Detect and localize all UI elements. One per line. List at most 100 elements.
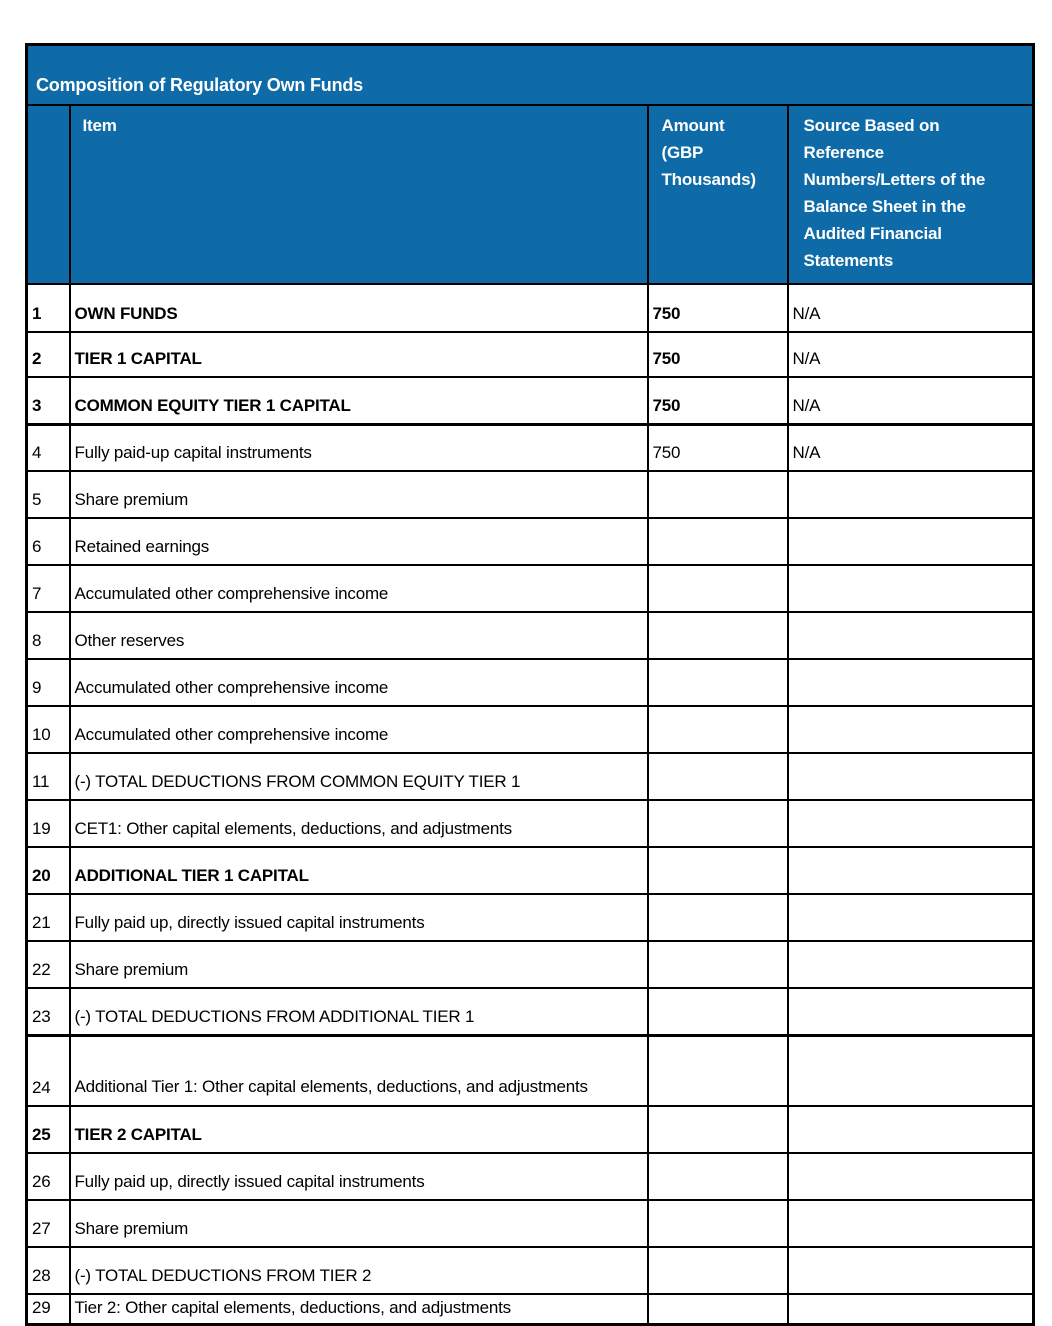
row-number-cell: 1 <box>25 283 71 333</box>
table-row: 5 Share premium <box>25 470 1035 519</box>
amount-cell <box>646 1199 789 1248</box>
amount-cell <box>646 1152 789 1201</box>
amount-cell <box>646 940 789 989</box>
table-row: 11 (-) TOTAL DEDUCTIONS FROM COMMON EQUIT… <box>25 752 1035 801</box>
table-row: 21 Fully paid up, directly issued capital… <box>25 893 1035 942</box>
row-number-cell: 25 <box>25 1105 71 1154</box>
amount-cell <box>646 470 789 519</box>
table-row: 10 Accumulated other comprehensive income <box>25 705 1035 754</box>
row-number-cell: 19 <box>25 799 71 848</box>
source-cell: N/A <box>786 423 1035 472</box>
source-cell: N/A <box>786 331 1035 378</box>
row-number-cell: 20 <box>25 846 71 895</box>
item-cell: Share premium <box>68 470 649 519</box>
table-row: 19 CET1: Other capital elements, deductio… <box>25 799 1035 848</box>
row-number-cell: 23 <box>25 987 71 1037</box>
table-title: Composition of Regulatory Own Funds <box>25 43 1035 106</box>
item-cell: TIER 1 CAPITAL <box>68 331 649 378</box>
source-cell: N/A <box>786 283 1035 333</box>
amount-cell <box>646 1246 789 1295</box>
table-row: 25 TIER 2 CAPITAL <box>25 1105 1035 1154</box>
amount-cell <box>646 799 789 848</box>
amount-cell: 750 <box>646 376 789 426</box>
source-cell <box>786 1246 1035 1295</box>
source-cell <box>786 611 1035 660</box>
source-cell <box>786 987 1035 1037</box>
source-cell <box>786 564 1035 613</box>
table-title-row: Composition of Regulatory Own Funds <box>25 43 1035 106</box>
amount-cell <box>646 658 789 707</box>
amount-column-header-label: Amount (GBP Thousands) <box>661 116 757 189</box>
table-row: 26 Fully paid up, directly issued capital… <box>25 1152 1035 1201</box>
amount-cell: 750 <box>646 423 789 472</box>
row-number-cell: 27 <box>25 1199 71 1248</box>
table-row: 4 Fully paid-up capital instruments 750 N/A <box>25 423 1035 472</box>
table-row: 28 (-) TOTAL DEDUCTIONS FROM TIER 2 <box>25 1246 1035 1295</box>
row-number-cell: 2 <box>25 331 71 378</box>
table-row: 3 COMMON EQUITY TIER 1 CAPITAL 750 N/A <box>25 376 1035 426</box>
row-number-cell: 21 <box>25 893 71 942</box>
item-cell: Fully paid up, directly issued capital i… <box>68 1152 649 1201</box>
table-row: 20 ADDITIONAL TIER 1 CAPITAL <box>25 846 1035 895</box>
source-cell <box>786 705 1035 754</box>
row-number-cell: 28 <box>25 1246 71 1295</box>
table-row: 8 Other reserves <box>25 611 1035 660</box>
item-cell: (-) TOTAL DEDUCTIONS FROM ADDITIONAL TIE… <box>68 987 649 1037</box>
row-number-cell: 6 <box>25 517 71 566</box>
source-cell <box>786 846 1035 895</box>
table-row: 7 Accumulated other comprehensive income <box>25 564 1035 613</box>
item-cell: (-) TOTAL DEDUCTIONS FROM COMMON EQUITY … <box>68 752 649 801</box>
row-number-cell: 5 <box>25 470 71 519</box>
amount-column-header: Amount (GBP Thousands) <box>646 104 789 285</box>
source-cell: N/A <box>786 376 1035 426</box>
source-column-header-label: Source Based on Reference Numbers/Letter… <box>803 116 986 270</box>
row-number-cell: 22 <box>25 940 71 989</box>
amount-cell: 750 <box>646 283 789 333</box>
item-cell: Other reserves <box>68 611 649 660</box>
row-number-cell: 24 <box>25 1034 71 1107</box>
amount-cell: 750 <box>646 331 789 378</box>
item-cell: Accumulated other comprehensive income <box>68 658 649 707</box>
item-cell: Tier 2: Other capital elements, deductio… <box>68 1293 649 1325</box>
source-cell <box>786 1199 1035 1248</box>
amount-cell <box>646 705 789 754</box>
item-cell: TIER 2 CAPITAL <box>68 1105 649 1154</box>
item-cell: Accumulated other comprehensive income <box>68 705 649 754</box>
table-row: 24 Additional Tier 1: Other capital eleme… <box>25 1034 1035 1107</box>
table-row: 29 Tier 2: Other capital elements, deduct… <box>25 1293 1035 1325</box>
table-header-row: Item Amount (GBP Thousands) Source Based… <box>25 104 1035 285</box>
amount-cell <box>646 987 789 1037</box>
source-cell <box>786 1105 1035 1154</box>
source-column-header: Source Based on Reference Numbers/Letter… <box>786 104 1035 285</box>
table-row: 1 OWN FUNDS 750 N/A <box>25 283 1035 333</box>
amount-cell <box>646 1293 789 1325</box>
item-cell: Fully paid-up capital instruments <box>68 423 649 472</box>
source-cell <box>786 1293 1035 1325</box>
row-number-cell: 10 <box>25 705 71 754</box>
table-row: 2 TIER 1 CAPITAL 750 N/A <box>25 331 1035 378</box>
item-cell: ADDITIONAL TIER 1 CAPITAL <box>68 846 649 895</box>
own-funds-table: Composition of Regulatory Own Funds Item… <box>25 43 1035 1326</box>
item-cell: Fully paid up, directly issued capital i… <box>68 893 649 942</box>
item-cell: COMMON EQUITY TIER 1 CAPITAL <box>68 376 649 426</box>
item-cell: Retained earnings <box>68 517 649 566</box>
table-row: 22 Share premium <box>25 940 1035 989</box>
item-column-header: Item <box>68 104 649 285</box>
row-number-cell: 3 <box>25 376 71 426</box>
row-number-header-cell <box>25 104 71 285</box>
source-cell <box>786 1152 1035 1201</box>
source-cell <box>786 517 1035 566</box>
source-cell <box>786 1034 1035 1107</box>
row-number-cell: 9 <box>25 658 71 707</box>
row-number-cell: 4 <box>25 423 71 472</box>
item-cell: OWN FUNDS <box>68 283 649 333</box>
item-cell: CET1: Other capital elements, deductions… <box>68 799 649 848</box>
amount-cell <box>646 611 789 660</box>
table-row: 9 Accumulated other comprehensive income <box>25 658 1035 707</box>
amount-cell <box>646 517 789 566</box>
source-cell <box>786 752 1035 801</box>
item-cell: Share premium <box>68 1199 649 1248</box>
source-cell <box>786 799 1035 848</box>
amount-cell <box>646 752 789 801</box>
source-cell <box>786 470 1035 519</box>
